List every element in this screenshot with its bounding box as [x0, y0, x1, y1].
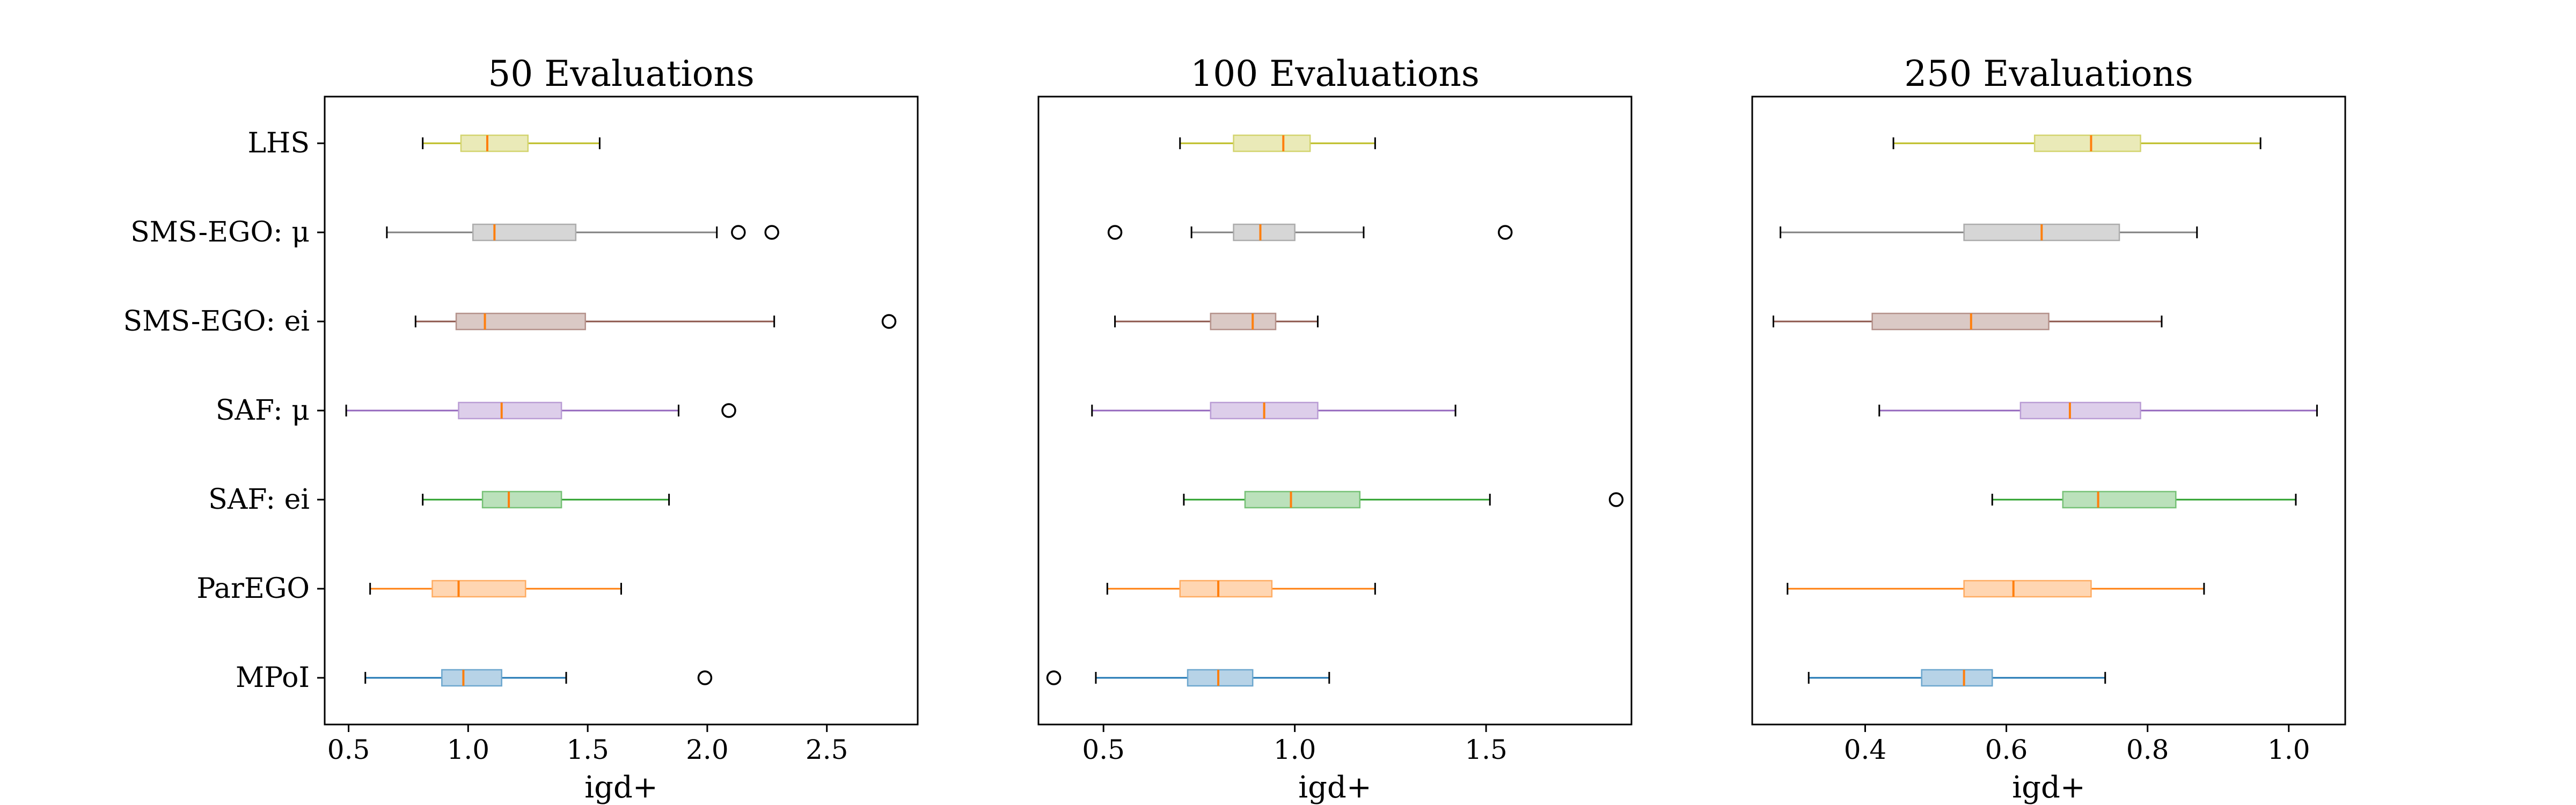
box-mpoi	[364, 669, 713, 687]
panel-title: 250 Evaluations	[1904, 53, 2193, 94]
panel-title: 100 Evaluations	[1190, 53, 1479, 94]
box-iqr	[1187, 669, 1254, 687]
box-lhs	[1892, 134, 2262, 152]
box-parego	[1106, 580, 1376, 598]
panel-3: 250 Evaluations 0.4 0.6 0.8 1.0 igd+	[1751, 53, 2346, 805]
box-iqr	[1233, 223, 1296, 241]
box-iqr	[2019, 401, 2141, 420]
box-sms-ego-mu	[386, 223, 779, 241]
box-iqr	[1963, 580, 2092, 598]
box-iqr	[455, 312, 586, 331]
box-mpoi	[1046, 669, 1330, 687]
x-tick-label: 0.6	[1985, 734, 2028, 765]
category-label-sms-ego-ei: SMS-EGO: ei	[123, 305, 310, 338]
box-parego	[369, 580, 622, 598]
box-iqr	[1244, 491, 1361, 509]
box-saf-ei	[1183, 491, 1624, 509]
box-sms-ego-mu	[1107, 223, 1513, 241]
box-mpoi	[1807, 669, 2106, 687]
x-tick-label: 0.5	[1082, 734, 1125, 765]
outlier-point	[1497, 225, 1513, 240]
box-lhs	[1179, 134, 1376, 152]
outlier-point	[1608, 492, 1624, 507]
x-tick-label: 2.5	[806, 734, 848, 765]
box-iqr	[1871, 312, 2050, 331]
x-axis-label: igd+	[584, 770, 658, 805]
box-iqr	[1233, 134, 1311, 152]
category-label-mpoi: MPoI	[236, 662, 310, 694]
box-saf-mu	[1091, 401, 1457, 420]
x-tick-label: 1.0	[1274, 734, 1316, 765]
box-iqr	[458, 401, 562, 420]
outlier-point	[764, 225, 779, 240]
box-iqr	[1921, 669, 1993, 687]
box-saf-ei	[422, 491, 670, 509]
category-label-saf-ei: SAF: ei	[208, 484, 310, 516]
x-tick-label: 1.0	[2267, 734, 2310, 765]
x-tick-label: 2.0	[686, 734, 729, 765]
x-tick-label: 1.0	[447, 734, 490, 765]
x-axis-label: igd+	[2012, 770, 2085, 805]
category-label-saf-mu: SAF: μ	[216, 394, 310, 427]
outlier-point	[1046, 670, 1062, 685]
box-saf-ei	[1991, 491, 2297, 509]
outlier-point	[721, 403, 736, 418]
panel-title: 50 Evaluations	[488, 53, 754, 94]
category-label-sms-ego-mu: SMS-EGO: μ	[130, 216, 310, 248]
box-sms-ego-mu	[1780, 223, 2198, 241]
box-sms-ego-ei	[1772, 312, 2163, 331]
panel-1: 50 Evaluations 0.5 1.0 1.5 2.0 2.5 igd+ LHS SMS-…	[123, 53, 919, 805]
x-tick-label: 1.5	[1465, 734, 1507, 765]
box-iqr	[1179, 580, 1273, 598]
box-iqr	[1210, 312, 1277, 331]
outlier-point	[731, 225, 746, 240]
box-sms-ego-ei	[414, 312, 897, 331]
box-iqr	[441, 669, 502, 687]
plot-frame	[1037, 96, 1633, 726]
category-label-lhs: LHS	[247, 127, 310, 159]
box-lhs	[422, 134, 601, 152]
outlier-point	[697, 670, 713, 685]
box-iqr	[472, 223, 577, 241]
x-tick-label: 0.8	[2126, 734, 2169, 765]
plot-frame	[1751, 96, 2346, 726]
box-iqr	[481, 491, 562, 509]
outlier-point	[881, 314, 897, 329]
box-saf-mu	[1878, 401, 2318, 420]
box-iqr	[431, 580, 526, 598]
box-iqr	[460, 134, 529, 152]
x-tick-label: 0.5	[327, 734, 370, 765]
x-tick-label: 1.5	[566, 734, 609, 765]
box-sms-ego-ei	[1114, 312, 1319, 331]
box-saf-mu	[345, 401, 736, 420]
panel-2: 100 Evaluations 0.5 1.0 1.5 igd+	[1037, 53, 1633, 805]
outlier-point	[1107, 225, 1123, 240]
x-axis-label: igd+	[1298, 770, 1372, 805]
category-label-parego: ParEGO	[196, 573, 310, 605]
x-tick-label: 0.4	[1844, 734, 1887, 765]
box-iqr	[2033, 134, 2141, 152]
box-iqr	[2062, 491, 2177, 509]
box-parego	[1787, 580, 2205, 598]
